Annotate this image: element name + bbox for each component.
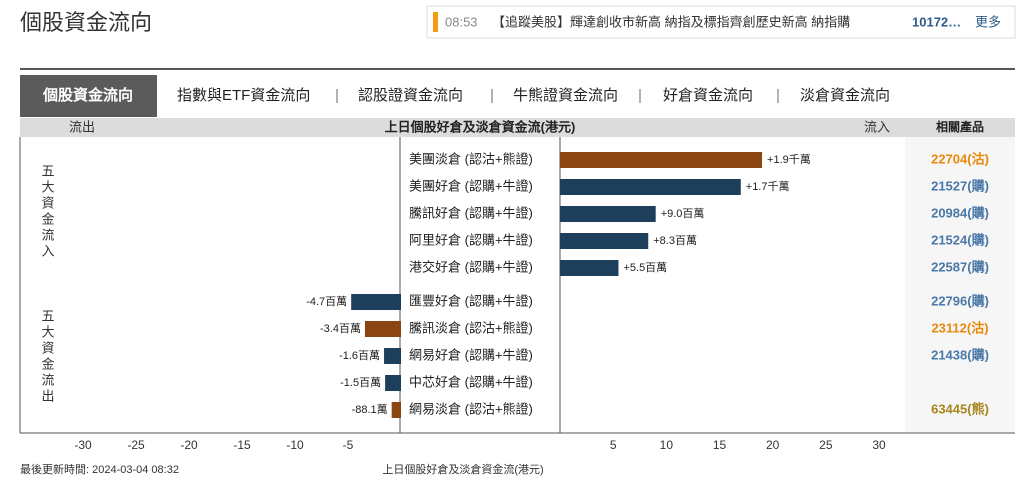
updated-time: 最後更新時間: 2024-03-04 08:32: [20, 462, 179, 476]
x-tick-label: 15: [713, 438, 727, 452]
bar: [560, 260, 619, 276]
chart-title: 上日個股好倉及淡倉資金流(港元): [385, 119, 576, 134]
product-link[interactable]: 22796(購): [931, 293, 989, 308]
product-header: 相關產品: [936, 119, 984, 134]
tab[interactable]: 牛熊證資金流向: [513, 87, 618, 104]
value-label: +8.3百萬: [653, 234, 697, 247]
outflow-label: 流出: [69, 119, 95, 134]
value-label: -1.5百萬: [340, 376, 381, 389]
category-label: 網易淡倉 (認沽+熊證): [409, 401, 533, 416]
page-title: 個股資金流向: [20, 10, 152, 35]
x-tick-label: 10: [660, 438, 674, 452]
bar: [391, 402, 401, 418]
category-label: 美團淡倉 (認沽+熊證): [409, 151, 533, 166]
axis-title: 上日個股好倉及淡倉資金流(港元): [382, 462, 543, 476]
x-tick-label: -20: [180, 438, 198, 452]
category-label: 騰訊淡倉 (認沽+熊證): [409, 320, 533, 335]
bar: [384, 348, 401, 364]
category-label: 中芯好倉 (認購+牛證): [409, 374, 533, 389]
value-label: -3.4百萬: [320, 322, 361, 335]
category-label: 騰訊好倉 (認購+牛證): [409, 205, 533, 220]
bar: [560, 179, 741, 195]
x-tick-label: 20: [766, 438, 780, 452]
category-label: 美團好倉 (認購+牛證): [409, 178, 533, 193]
x-tick-label: 30: [872, 438, 886, 452]
x-tick-label: -15: [233, 438, 251, 452]
bar: [560, 233, 649, 249]
inflow-label: 流入: [864, 119, 890, 134]
value-label: +5.5百萬: [623, 261, 667, 274]
product-link[interactable]: 20984(購): [931, 205, 989, 220]
ticker-time: 08:53: [445, 14, 478, 29]
category-label: 阿里好倉 (認購+牛證): [409, 232, 533, 247]
product-link[interactable]: 23112(沽): [931, 320, 988, 335]
group-label: 五大資金流出: [40, 309, 55, 405]
x-tick-label: -5: [343, 438, 354, 452]
value-label: -4.7百萬: [306, 295, 347, 308]
value-label: -88.1萬: [352, 403, 388, 416]
bar: [560, 206, 656, 222]
group-label: 五大資金流入: [40, 164, 55, 260]
x-tick-label: -10: [286, 438, 304, 452]
product-link[interactable]: 63445(熊): [931, 401, 989, 416]
x-tick-label: 25: [819, 438, 833, 452]
product-column: [905, 137, 1015, 433]
product-link[interactable]: 22704(沽): [931, 151, 989, 166]
ticker-box: [426, 5, 1016, 39]
x-tick-label: -25: [127, 438, 145, 452]
x-tick-label: 5: [610, 438, 617, 452]
value-label: +9.0百萬: [661, 207, 705, 220]
tab[interactable]: 好倉資金流向: [663, 87, 753, 104]
product-link[interactable]: 21524(購): [931, 232, 989, 247]
ticker-bar: [433, 12, 438, 32]
tab[interactable]: 個股資金流向: [42, 86, 133, 104]
value-label: -1.6百萬: [339, 349, 380, 362]
ticker-highlight[interactable]: 10172…: [912, 14, 961, 29]
tab[interactable]: 認股證資金流向: [358, 87, 463, 104]
product-link[interactable]: 21438(購): [931, 347, 989, 362]
active-tab[interactable]: [20, 75, 157, 117]
header-row: [20, 118, 1015, 137]
tab[interactable]: 淡倉資金流向: [800, 87, 890, 104]
ticker-more[interactable]: 更多: [975, 14, 1001, 29]
category-label: 網易好倉 (認購+牛證): [409, 347, 533, 362]
value-label: +1.9千萬: [767, 153, 811, 166]
product-link[interactable]: 22587(購): [931, 259, 989, 274]
category-label: 港交好倉 (認購+牛證): [409, 259, 533, 274]
bar: [560, 152, 763, 168]
ticker-text[interactable]: 【追蹤美股】輝達創收市新高 納指及標指齊創歷史新高 納指購: [492, 14, 850, 29]
value-label: +1.7千萬: [746, 180, 790, 193]
bar: [351, 294, 401, 310]
bar: [385, 375, 401, 391]
product-link[interactable]: 21527(購): [931, 178, 989, 193]
category-label: 匯豐好倉 (認購+牛證): [409, 293, 533, 308]
bar: [364, 321, 401, 337]
x-tick-label: -30: [74, 438, 92, 452]
tab[interactable]: 指數與ETF資金流向: [177, 87, 310, 104]
